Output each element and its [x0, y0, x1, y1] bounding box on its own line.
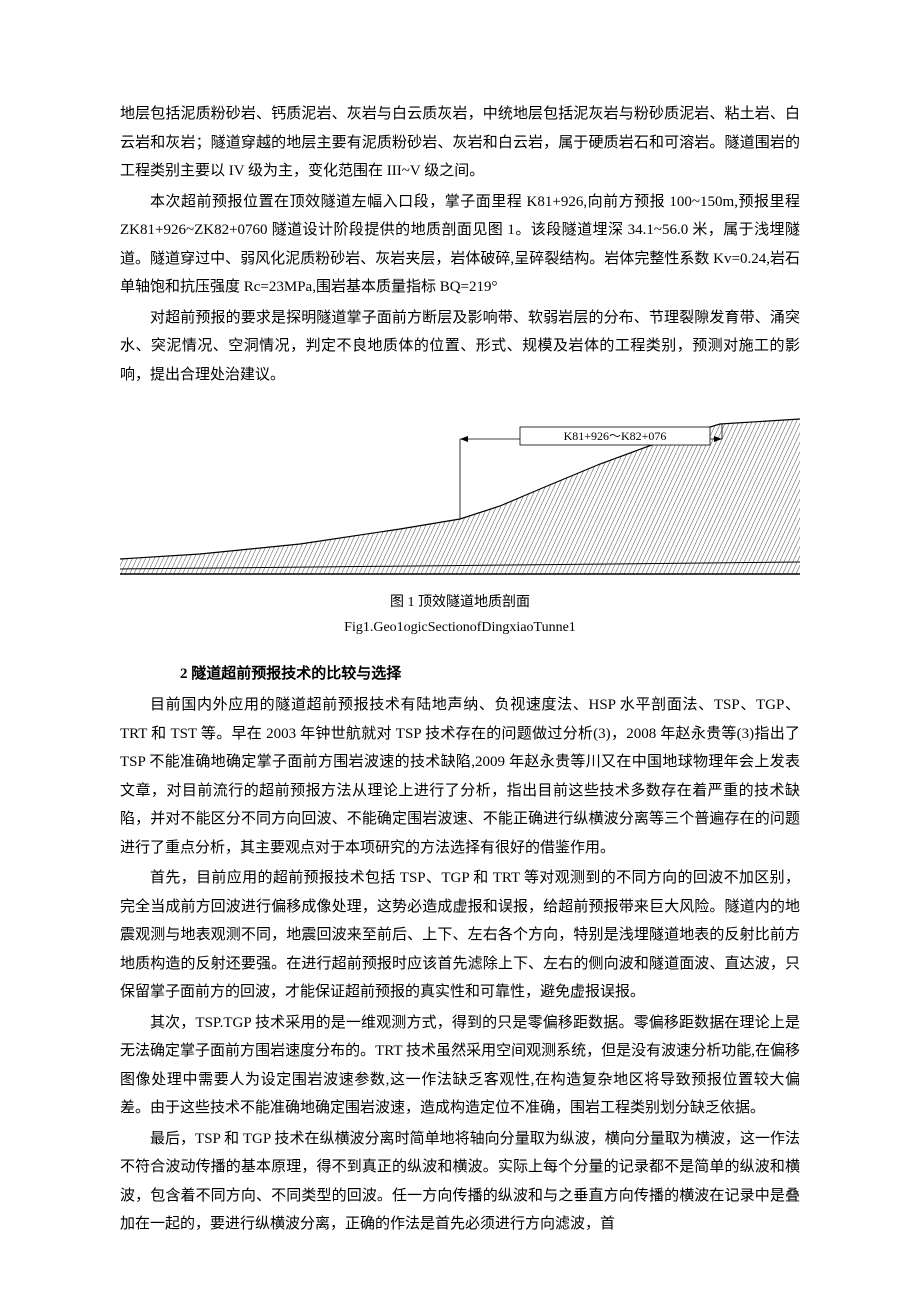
paragraph-4: 目前国内外应用的隧道超前预报技术有陆地声纳、负视速度法、HSP 水平剖面法、TS… [120, 691, 800, 862]
paragraph-2: 本次超前预报位置在顶效隧道左幅入口段，掌子面里程 K81+926,向前方预报 1… [120, 188, 800, 302]
paragraph-5: 首先，目前应用的超前预报技术包括 TSP、TGP 和 TRT 等对观测到的不同方… [120, 864, 800, 1007]
paragraph-6: 其次，TSP.TGP 技术采用的是一维观测方式，得到的只是零偏移距数据。零偏移距… [120, 1009, 800, 1123]
figure-caption-cn: 图 1 顶效隧道地质剖面 [120, 592, 800, 614]
paragraph-7: 最后，TSP 和 TGP 技术在纵横波分离时简单地将轴向分量取为纵波，横向分量取… [120, 1125, 800, 1239]
paragraph-1: 地层包括泥质粉砂岩、钙质泥岩、灰岩与白云质灰岩，中统地层包括泥灰岩与粉砂质泥岩、… [120, 100, 800, 186]
geological-section-figure: K81+926～K82+076 [120, 414, 800, 589]
figure-caption-en: Fig1.Geo1ogicSectionofDingxiaoTunne1 [120, 617, 800, 639]
figure-range-label: K81+926～K82+076 [564, 429, 667, 443]
section-2-heading: 2 隧道超前预报技术的比较与选择 [120, 660, 800, 689]
figure-1-container: K81+926～K82+076 图 1 顶效隧道地质剖面 Fig1.Geo1og… [120, 414, 800, 640]
paragraph-3: 对超前预报的要求是探明隧道掌子面前方断层及影响带、软弱岩层的分布、节理裂隙发育带… [120, 304, 800, 390]
